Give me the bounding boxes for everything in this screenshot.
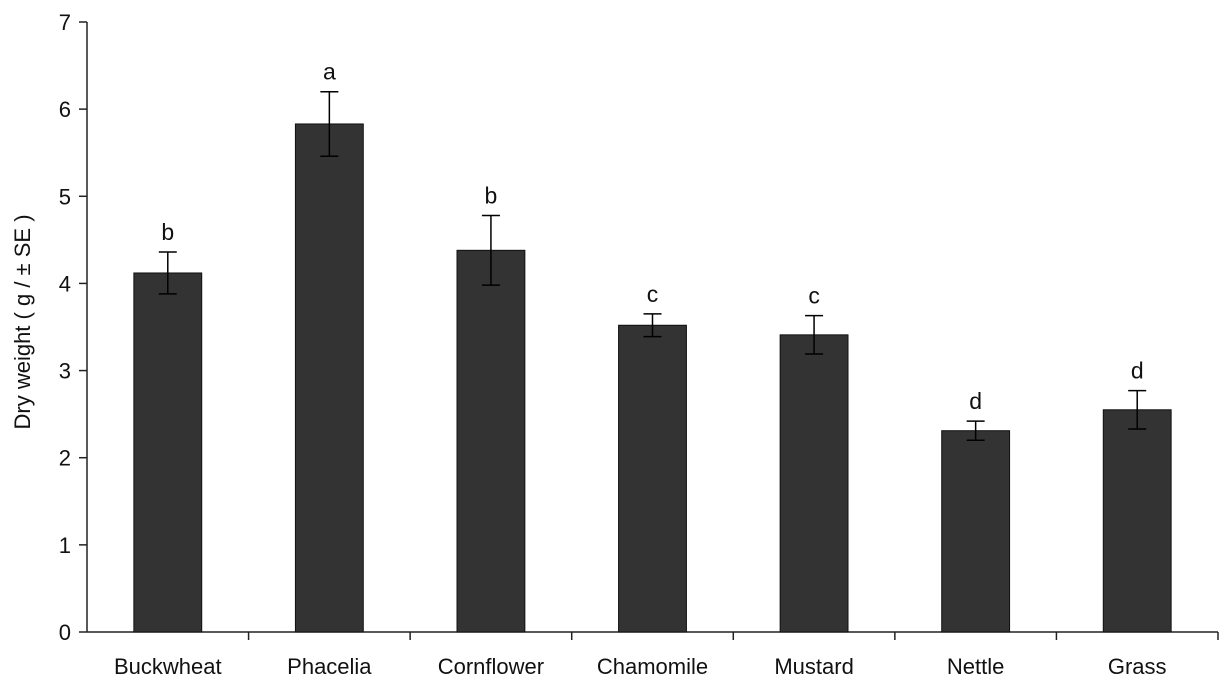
significance-label: c — [808, 283, 820, 309]
x-category-label: Cornflower — [438, 654, 544, 679]
bars — [133, 123, 1172, 633]
significance-labels: b a b c c d d — [161, 59, 1143, 414]
significance-label: d — [969, 388, 982, 414]
x-category-label: Chamomile — [597, 654, 708, 679]
error-bar-cornflower — [481, 214, 500, 286]
significance-label: a — [323, 59, 336, 85]
significance-label: b — [161, 219, 174, 245]
x-axis: Buckwheat Phacelia Cornflower Chamomile Must… — [87, 631, 1219, 679]
bar-phacelia — [294, 123, 364, 633]
error-bar-phacelia — [320, 90, 339, 157]
significance-label: c — [647, 281, 659, 307]
y-tick-label: 0 — [59, 620, 71, 645]
error-bars — [158, 90, 1147, 442]
significance-label: b — [485, 182, 498, 208]
x-category-label: Nettle — [947, 654, 1004, 679]
bar-nettle — [941, 430, 1011, 633]
y-axis: 0 1 2 3 4 5 6 7 — [59, 10, 88, 645]
error-bar-buckwheat — [158, 251, 177, 295]
x-category-label: Grass — [1108, 654, 1167, 679]
x-category-label: Buckwheat — [114, 654, 222, 679]
significance-label: d — [1131, 358, 1144, 384]
bar-chamomile — [618, 324, 687, 633]
y-tick-label: 1 — [59, 533, 71, 558]
error-bar-grass — [1128, 389, 1147, 430]
error-bar-chamomile — [643, 313, 662, 338]
bar-buckwheat — [133, 272, 203, 633]
y-axis-title: Dry weight ( g / ± SE ) — [10, 214, 35, 429]
bar-mustard — [779, 334, 849, 633]
y-tick-label: 5 — [59, 184, 71, 209]
x-category-label: Phacelia — [287, 654, 372, 679]
bar-cornflower — [456, 249, 526, 633]
y-tick-label: 7 — [59, 10, 71, 35]
error-bar-nettle — [966, 420, 985, 442]
y-tick-label: 3 — [59, 359, 71, 384]
x-category-label: Mustard — [774, 654, 853, 679]
y-tick-label: 2 — [59, 446, 71, 471]
y-tick-label: 6 — [59, 97, 71, 122]
y-tick-label: 4 — [59, 271, 71, 296]
bar-grass — [1102, 409, 1172, 633]
error-bar-mustard — [805, 314, 824, 355]
